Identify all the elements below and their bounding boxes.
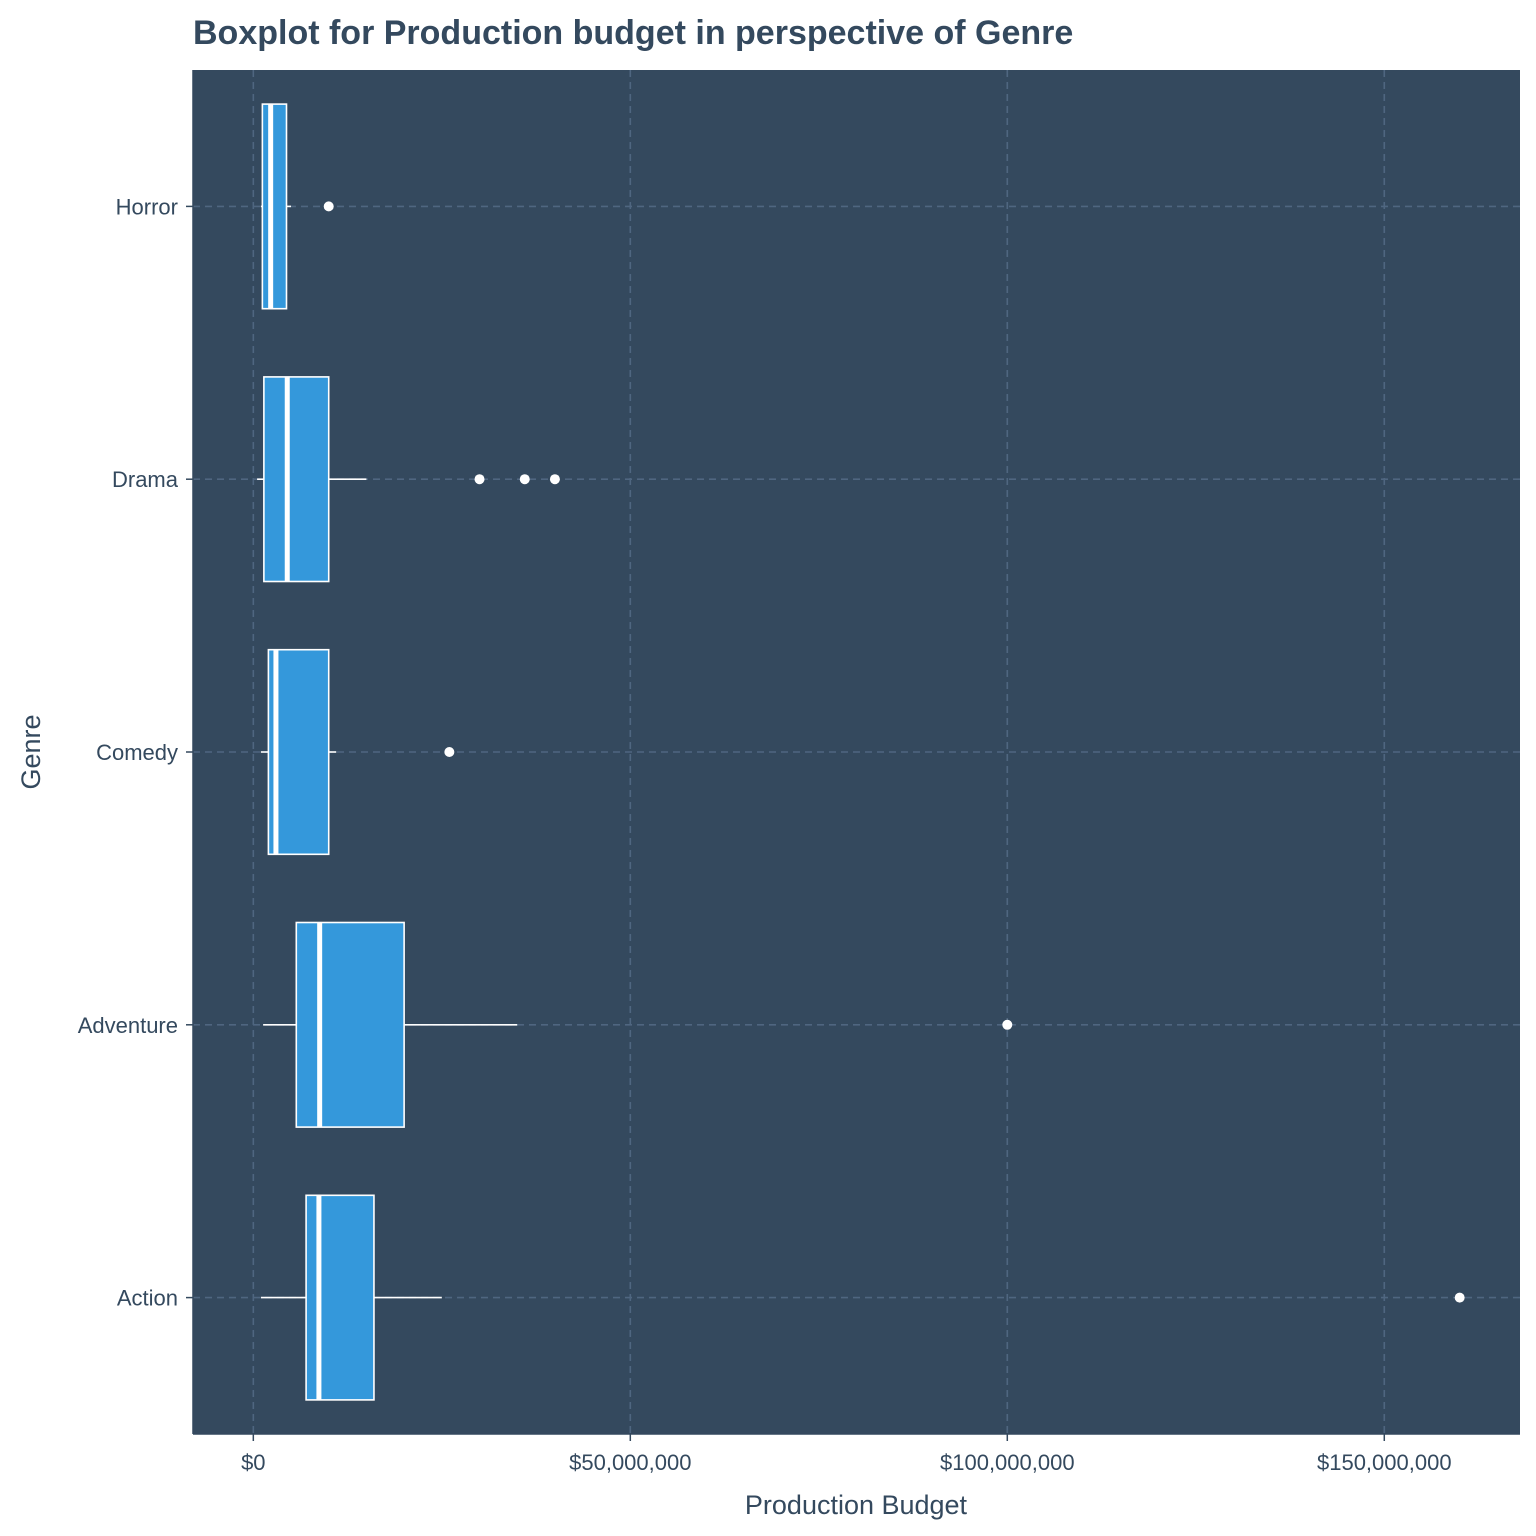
box-iqr bbox=[267, 648, 330, 856]
outlier-point bbox=[444, 747, 455, 757]
x-tick-label: $150,000,000 bbox=[1317, 1450, 1452, 1475]
y-tick-label: Adventure bbox=[78, 1013, 178, 1038]
box-iqr bbox=[261, 103, 288, 310]
outlier-point bbox=[519, 474, 530, 485]
chart-title: Boxplot for Production budget in perspec… bbox=[193, 14, 1073, 52]
y-tick-label: Comedy bbox=[96, 740, 178, 765]
x-tick-label: $0 bbox=[241, 1450, 265, 1475]
box-group-horror bbox=[260, 103, 334, 310]
outlier-point bbox=[549, 474, 560, 485]
axes: $0 $50,000,000 $100,000,000 $150,000,000 Hor… bbox=[78, 70, 1520, 1475]
box-group-drama bbox=[257, 376, 560, 583]
outlier-point bbox=[1454, 1292, 1465, 1303]
box-iqr bbox=[263, 376, 330, 583]
box-group-comedy bbox=[260, 648, 455, 856]
box-series bbox=[257, 103, 1465, 1401]
x-axis-title: Production Budget bbox=[745, 1490, 968, 1520]
box-iqr bbox=[295, 921, 405, 1128]
outlier-point bbox=[323, 201, 334, 212]
y-tick-label: Action bbox=[117, 1286, 178, 1311]
outlier-point bbox=[474, 474, 485, 485]
y-tick-label: Horror bbox=[116, 194, 178, 219]
outlier-point bbox=[1002, 1019, 1013, 1030]
x-tick-label: $100,000,000 bbox=[940, 1450, 1075, 1475]
y-axis-title: Genre bbox=[16, 714, 46, 789]
x-tick-label: $50,000,000 bbox=[569, 1450, 691, 1475]
y-tick-label: Drama bbox=[112, 467, 179, 492]
box-iqr bbox=[305, 1194, 375, 1401]
box-group-adventure bbox=[263, 921, 1013, 1128]
box-group-action bbox=[260, 1194, 1465, 1401]
